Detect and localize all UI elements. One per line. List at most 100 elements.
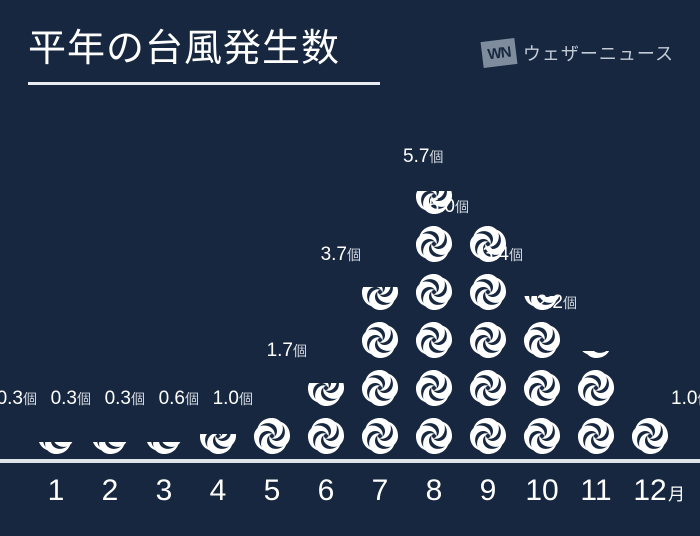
- typhoon-glyph: [142, 414, 186, 458]
- typhoon-glyph: [520, 318, 564, 362]
- typhoon-symbol-icon: [577, 369, 615, 407]
- month-column-3[interactable]: 0.3個: [105, 100, 191, 460]
- value-unit: 個: [77, 391, 91, 407]
- typhoon-symbol-wrapper: [88, 442, 132, 458]
- typhoon-glyph: [520, 366, 564, 410]
- typhoon-symbol-icon: [361, 369, 399, 407]
- x-tick-7: 7: [371, 474, 389, 507]
- value-label-8: 5.7個: [403, 147, 443, 166]
- typhoon-cell: [515, 316, 569, 364]
- typhoon-glyph: [574, 366, 618, 410]
- x-axis-unit-label: 月: [668, 485, 685, 504]
- typhoon-partial-cell: [569, 316, 623, 364]
- typhoon-cell: [461, 412, 515, 460]
- value-label-3: 0.3個: [105, 389, 145, 408]
- value-number: 5.7: [403, 146, 430, 167]
- typhoon-clip: [466, 414, 510, 458]
- typhoon-clip: [412, 366, 456, 410]
- typhoon-symbol-icon: [307, 417, 345, 455]
- value-label-1: 0.3個: [0, 389, 37, 408]
- typhoon-glyph: [412, 318, 456, 362]
- typhoon-clip: [412, 270, 456, 314]
- typhoon-clip: [358, 318, 402, 362]
- typhoon-symbol-icon: [523, 417, 561, 455]
- typhoon-cell: [353, 316, 407, 364]
- month-column-4[interactable]: 0.6個: [159, 100, 245, 460]
- typhoon-glyph: [358, 366, 402, 410]
- typhoon-partial-cell: [299, 364, 353, 412]
- typhoon-glyph: [520, 270, 564, 314]
- typhoon-stack: [407, 172, 461, 460]
- typhoon-glyph: [412, 270, 456, 314]
- typhoon-stack: [623, 412, 677, 460]
- typhoon-glyph: [412, 222, 456, 266]
- typhoon-symbol-icon: [523, 321, 561, 359]
- typhoon-clip: [250, 414, 294, 458]
- page-title: 平年の台風発生数: [28, 28, 341, 70]
- typhoon-stack: [29, 412, 83, 460]
- month-column-7[interactable]: 3.7個: [321, 100, 407, 460]
- month-column-9[interactable]: 5.0個: [429, 100, 515, 460]
- typhoon-symbol-wrapper: [142, 442, 186, 458]
- value-label-12: 1.0個: [671, 389, 700, 408]
- wn-logo-icon: WN: [480, 38, 518, 68]
- typhoon-symbol-wrapper: [34, 442, 78, 458]
- typhoon-partial-cell: [137, 412, 191, 460]
- x-tick-10: 10: [525, 474, 559, 507]
- month-column-5[interactable]: 1.0個: [213, 100, 299, 460]
- typhoon-glyph: [466, 414, 510, 458]
- x-tick-4: 4: [209, 474, 227, 507]
- x-tick-3: 3: [155, 474, 173, 507]
- typhoon-glyph: [412, 414, 456, 458]
- value-number: 3.7: [320, 244, 347, 265]
- typhoon-partial-cell: [515, 268, 569, 316]
- month-column-10[interactable]: 3.4個: [483, 100, 569, 460]
- typhoon-glyph: [196, 414, 240, 458]
- month-column-2[interactable]: 0.3個: [51, 100, 137, 460]
- typhoon-cell: [461, 220, 515, 268]
- brand-name: ウェザーニュース: [522, 44, 674, 64]
- value-unit: 個: [563, 295, 577, 311]
- value-number: 1.0: [212, 388, 239, 409]
- typhoon-glyph: [628, 414, 672, 458]
- typhoon-cell: [245, 412, 299, 460]
- typhoon-stack: [353, 268, 407, 460]
- header: 平年の台風発生数 WN ウェザーニュース: [0, 0, 700, 100]
- value-unit: 個: [185, 391, 199, 407]
- typhoon-clip: [412, 222, 456, 266]
- month-column-12[interactable]: 1.0個: [623, 100, 700, 460]
- typhoon-symbol-wrapper: [520, 295, 564, 314]
- value-unit: 個: [429, 149, 444, 165]
- value-label-2: 0.3個: [51, 389, 91, 408]
- typhoon-symbol-icon: [469, 321, 507, 359]
- typhoon-symbol-icon: [523, 369, 561, 407]
- typhoon-symbol-wrapper: [304, 382, 348, 410]
- typhoon-stack: [299, 364, 353, 460]
- value-label-5: 1.0個: [213, 389, 253, 408]
- month-column-8[interactable]: 5.7個: [403, 100, 461, 460]
- typhoon-glyph: [88, 414, 132, 458]
- typhoon-clip: [412, 414, 456, 458]
- typhoon-clip: [466, 318, 510, 362]
- typhoon-clip: [520, 318, 564, 362]
- typhoon-cell: [407, 316, 461, 364]
- month-column-6[interactable]: 1.7個: [267, 100, 353, 460]
- typhoon-symbol-icon: [469, 273, 507, 311]
- value-number: 1.7: [266, 340, 293, 361]
- typhoon-symbol-icon: [415, 273, 453, 311]
- typhoon-symbol-icon: [361, 417, 399, 455]
- brand-logo: WN ウェザーニュース: [480, 38, 674, 68]
- typhoon-cell: [461, 364, 515, 412]
- month-column-1[interactable]: 0.3個: [0, 100, 83, 460]
- typhoon-cell: [461, 268, 515, 316]
- typhoon-glyph: [250, 414, 294, 458]
- typhoon-clip: [412, 190, 456, 218]
- typhoon-symbol-wrapper: [196, 433, 240, 458]
- typhoon-symbol-wrapper: [358, 286, 402, 314]
- title-underline: [28, 82, 380, 85]
- month-column-11[interactable]: 2.2個: [537, 100, 623, 460]
- typhoon-symbol-icon: [253, 417, 291, 455]
- typhoon-glyph: [466, 270, 510, 314]
- value-unit: 個: [131, 391, 145, 407]
- typhoon-glyph: [358, 414, 402, 458]
